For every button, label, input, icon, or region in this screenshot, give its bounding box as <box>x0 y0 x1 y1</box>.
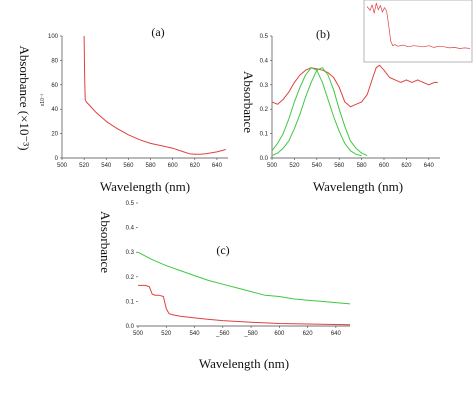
y-tick-label: 0.1 <box>260 132 269 138</box>
y-tick-label: 0.3 <box>260 83 269 89</box>
x-tick-label: 520 <box>161 331 172 337</box>
series-line-2 <box>271 67 368 157</box>
x-tick-label: 560 <box>123 163 134 169</box>
y-tick-label: 0.4 <box>126 226 135 232</box>
x-tick-label: 620 <box>303 331 314 337</box>
inset-frame <box>363 0 473 63</box>
inset-series <box>366 2 471 49</box>
series-line-1 <box>138 284 351 326</box>
panel-c-ylabel: Absorbance <box>98 211 113 273</box>
panel-b-ticks: 0.0 0.1 0.2 0.3 0.4 0.5 500 520 540 560 580 600 620 6… <box>260 34 440 169</box>
x-tick-label: 540 <box>101 163 112 169</box>
x-tick-label: 600 <box>274 331 285 337</box>
y-tick-label: 0.5 <box>260 34 269 40</box>
y-tick-label: 0.2 <box>260 107 269 113</box>
panel-c-xlabel: Wavelength (nm) <box>199 356 289 371</box>
x-tick-label: 520 <box>289 163 300 169</box>
y-tick-label: 0.2 <box>126 275 135 281</box>
series-line-0 <box>366 2 471 49</box>
panel-a-ylabel: Absorbance (×10⁻³) <box>17 45 32 150</box>
panel-b-inset <box>363 0 473 63</box>
x-tick-label: 640 <box>424 163 435 169</box>
panel-c-label: (c) <box>216 243 229 257</box>
y-tick-label: 0.5 <box>126 201 135 207</box>
y-tick-label: 0.0 <box>260 156 269 162</box>
x-tick-label: 600 <box>379 163 390 169</box>
panel-a-series <box>83 35 226 155</box>
x-tick-label: 580 <box>146 163 157 169</box>
x-tick-label: _580 <box>243 331 258 337</box>
series-line-0 <box>137 251 351 305</box>
y-tick-label: 0 <box>55 156 59 162</box>
series-line-1 <box>271 67 362 157</box>
x-tick-label: 500 <box>267 163 278 169</box>
x-tick-label: 620 <box>401 163 412 169</box>
panel-b-xlabel: Wavelength (nm) <box>313 179 403 194</box>
x-tick-label: 540 <box>190 331 201 337</box>
panel-a-label: (a) <box>151 25 164 39</box>
y-tick-label: 0.4 <box>260 58 269 64</box>
x-tick-label: 580 <box>357 163 368 169</box>
x-tick-label: 500 <box>133 331 144 337</box>
panel-a-ticks: 0 20 40 60 80 100 500 520 540 560 580 600 620 640 <box>48 34 228 169</box>
panel-c-ticks: 0.0 0.1 0.2 0.3 0.4 0.5 500 520 540 _560 _580 600 62… <box>126 201 350 337</box>
y-tick-label: 20 <box>51 132 58 138</box>
panel-a-xlabel: Wavelength (nm) <box>100 179 190 194</box>
panel-b: 0.0 0.1 0.2 0.3 0.4 0.5 500 520 540 560 580 600 620 6… <box>241 27 440 194</box>
panel-a-multiplier-note: x10⁻³ <box>40 93 46 106</box>
y-tick-label: 40 <box>51 107 58 113</box>
y-tick-label: 0.0 <box>126 324 135 330</box>
x-tick-label: 500 <box>57 163 68 169</box>
panel-b-label: (b) <box>316 27 330 41</box>
panel-c-series <box>137 251 351 326</box>
x-tick-label: 540 <box>312 163 323 169</box>
series-line-0 <box>83 35 226 155</box>
x-tick-label: 520 <box>79 163 90 169</box>
x-tick-label: 640 <box>331 331 342 337</box>
x-tick-label: 560 <box>334 163 345 169</box>
y-tick-label: 60 <box>51 83 58 89</box>
y-tick-label: 0.1 <box>126 299 135 305</box>
x-tick-label: 600 <box>168 163 179 169</box>
x-tick-label: _560 <box>215 331 230 337</box>
y-tick-label: 100 <box>48 34 59 40</box>
x-tick-label: 620 <box>190 163 201 169</box>
panel-a: 0 20 40 60 80 100 500 520 540 560 580 600 620 640 (a)… <box>17 25 228 194</box>
series-line-0 <box>271 64 438 108</box>
panel-c: 0.0 0.1 0.2 0.3 0.4 0.5 500 520 540 _560 _580 600 62… <box>98 201 351 371</box>
panel-b-series <box>271 64 438 157</box>
y-tick-label: 0.3 <box>126 250 135 256</box>
panel-b-ylabel: Absorbance <box>241 71 256 133</box>
x-tick-label: 640 <box>212 163 223 169</box>
y-tick-label: 80 <box>51 58 58 64</box>
